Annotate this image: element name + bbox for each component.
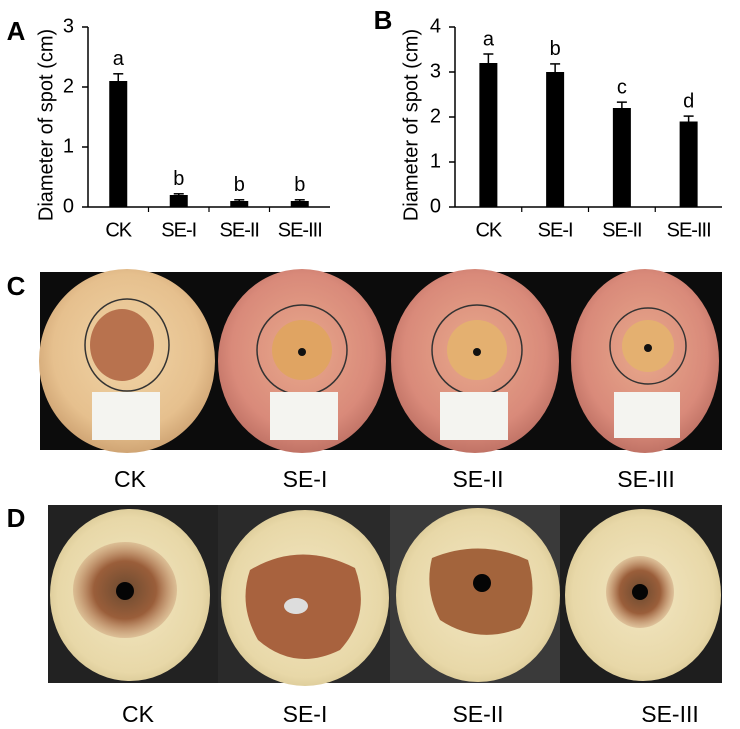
apple-photo: [571, 269, 719, 453]
significance-letter: b: [234, 174, 245, 196]
significance-letter: d: [683, 90, 694, 112]
bar: [546, 72, 565, 207]
y-tick-label: 2: [430, 105, 441, 127]
apple-photo: [560, 505, 722, 683]
photo-caption: SE-III: [617, 466, 675, 492]
bar: [679, 121, 698, 207]
photo-caption: SE-III: [641, 701, 699, 727]
x-tick-label: SE-III: [278, 219, 322, 241]
bar: [290, 201, 309, 207]
y-tick-label: 0: [430, 195, 441, 217]
apple-photo: [218, 505, 390, 686]
y-axis-label: Diameter of spot (cm): [35, 29, 57, 221]
photo-caption: SE-II: [452, 701, 503, 727]
y-tick-label: 3: [430, 60, 441, 82]
photo-caption: SE-I: [283, 466, 328, 492]
bar: [479, 63, 498, 207]
y-tick-label: 1: [430, 150, 441, 172]
y-tick-label: 3: [63, 15, 74, 37]
photo-caption: CK: [114, 466, 147, 492]
x-tick-label: SE-I: [538, 219, 573, 241]
y-tick-label: 1: [63, 135, 74, 157]
significance-letter: b: [294, 174, 305, 196]
bar: [612, 108, 631, 207]
apple-photo: [39, 269, 215, 453]
y-tick-label: 0: [63, 195, 74, 217]
y-tick-label: 4: [430, 15, 441, 37]
photo-caption: SE-I: [283, 701, 328, 727]
significance-letter: a: [113, 48, 125, 70]
significance-letter: b: [173, 168, 184, 190]
apple-photo: [390, 505, 560, 683]
significance-letter: b: [550, 38, 561, 60]
significance-letter: a: [483, 28, 495, 50]
x-tick-label: CK: [475, 219, 502, 241]
x-tick-label: SE-III: [667, 219, 711, 241]
photo-caption: SE-II: [452, 466, 503, 492]
x-tick-label: SE-II: [602, 219, 641, 241]
bar: [230, 201, 249, 207]
panel-label: C: [7, 271, 26, 301]
apple-photo: [218, 269, 386, 453]
photo-caption: CK: [122, 701, 155, 727]
bar: [109, 81, 128, 207]
panel-label: A: [7, 16, 26, 46]
apple-photo: [48, 505, 218, 683]
y-tick-label: 2: [63, 75, 74, 97]
panel-label: B: [374, 5, 393, 35]
bar: [169, 195, 188, 207]
x-tick-label: CK: [105, 219, 132, 241]
x-tick-label: SE-II: [220, 219, 259, 241]
significance-letter: c: [617, 76, 627, 98]
apple-photo: [391, 269, 559, 453]
x-tick-label: SE-I: [161, 219, 196, 241]
panel-label: D: [7, 503, 26, 533]
y-axis-label: Diameter of spot (cm): [400, 29, 422, 221]
